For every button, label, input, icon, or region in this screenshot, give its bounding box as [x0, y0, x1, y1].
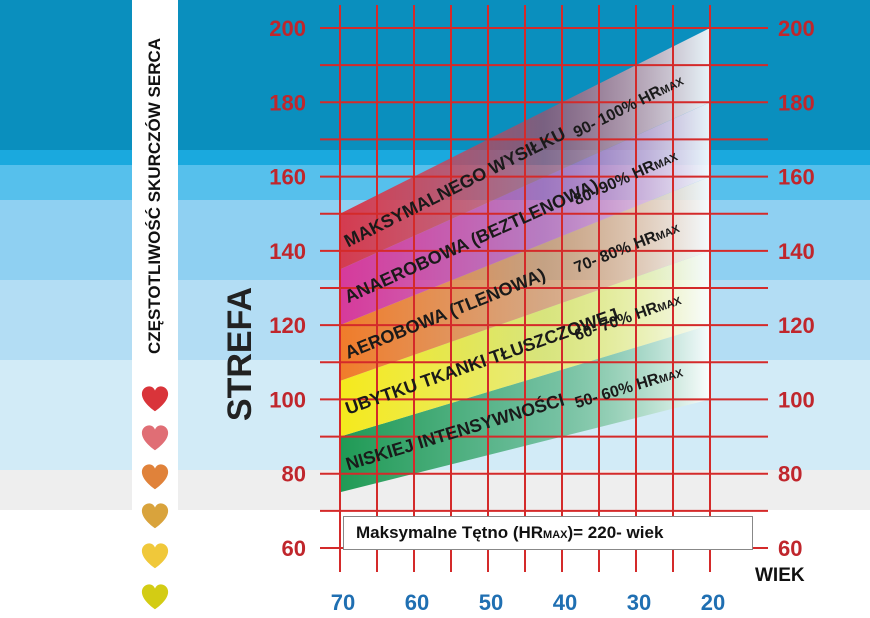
formula-box: Maksymalne Tętno (HRMAX)= 220- wiek	[343, 516, 753, 550]
y-tick-label-right: 160	[778, 165, 815, 190]
heart-icon	[141, 425, 169, 451]
grid	[320, 5, 768, 572]
x-tick-label: 70	[331, 590, 355, 615]
y-ticks-left: 200 180 160 140 120 100 80 60	[269, 16, 306, 561]
x-tick-label: 30	[627, 590, 651, 615]
x-axis-label: WIEK	[755, 565, 805, 586]
x-tick-label: 50	[479, 590, 503, 615]
heart-icon	[141, 503, 169, 529]
y-tick-label-right: 200	[778, 16, 815, 41]
formula-sub: MAX	[543, 529, 568, 541]
y-tick-label-left: 80	[282, 462, 306, 487]
formula-tail: )= 220- wiek	[567, 523, 664, 542]
heart-shape	[141, 464, 169, 490]
y-tick-label-left: 140	[269, 239, 306, 264]
x-ticks: 70 60 50 40 30 20	[331, 590, 725, 615]
y-axis-label: STREFA	[221, 286, 259, 422]
y-tick-label-right: 60	[778, 536, 802, 561]
y-tick-label-right: 140	[778, 239, 815, 264]
y-tick-label-left: 100	[269, 387, 306, 412]
heart-shape	[141, 425, 169, 451]
heart-icon	[141, 543, 169, 569]
y-tick-label-right: 180	[778, 90, 815, 115]
heart-icon	[141, 464, 169, 490]
y-tick-label-left: 160	[269, 165, 306, 190]
heart-icon	[141, 386, 169, 412]
heart-shape	[141, 386, 169, 412]
x-tick-label: 40	[553, 590, 577, 615]
y-tick-label-left: 120	[269, 313, 306, 338]
y-tick-label-right: 120	[778, 313, 815, 338]
formula-text: Maksymalne Tętno (HR	[356, 523, 544, 542]
heart-shape	[141, 543, 169, 569]
y-tick-label-right: 100	[778, 387, 815, 412]
y-tick-label-right: 80	[778, 462, 802, 487]
y-ticks-right: 200 180 160 140 120 100 80 60	[778, 16, 815, 561]
y-tick-label-left: 200	[269, 16, 306, 41]
heart-shape	[141, 503, 169, 529]
x-tick-label: 60	[405, 590, 429, 615]
y-tick-label-left: 60	[282, 536, 306, 561]
y-tick-label-left: 180	[269, 90, 306, 115]
heart-icon	[141, 584, 169, 610]
heart-shape	[141, 584, 169, 610]
x-tick-label: 20	[701, 590, 725, 615]
